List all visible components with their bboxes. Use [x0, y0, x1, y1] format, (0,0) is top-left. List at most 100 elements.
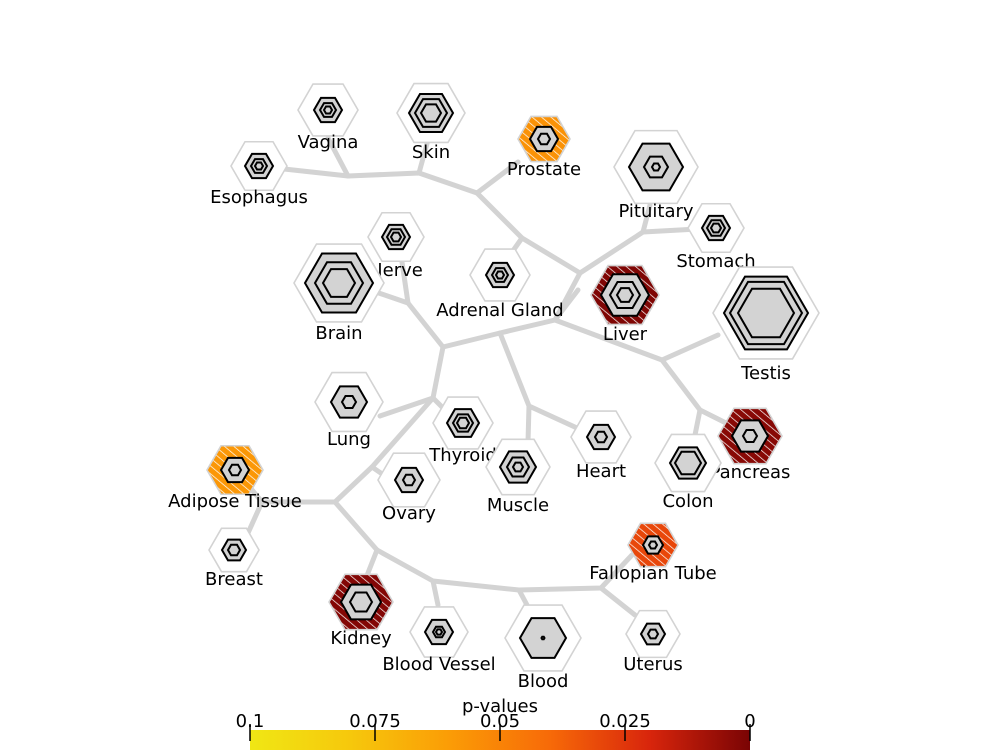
- node-liver: Liver: [590, 264, 660, 345]
- pvalue-ring: [627, 142, 685, 192]
- p-value-colorbar: p-values 0.1 0.075 0.05 0.025 0: [236, 696, 756, 750]
- pvalue-ring: [700, 214, 732, 242]
- pvalue-ring: [380, 223, 412, 251]
- tree-branch: [332, 499, 635, 593]
- pvalue-ring: [329, 385, 369, 419]
- pvalue-ring: [385, 228, 407, 246]
- tree-branch: [325, 135, 351, 179]
- pvalue-ring: [249, 158, 269, 174]
- pvalue-ring: [413, 98, 449, 128]
- tree-branch: [430, 578, 441, 608]
- tissue-nodes: Vagina Skin Esophagus Prostate Pituitary Stom…: [168, 82, 820, 692]
- node-skin: Skin: [396, 82, 466, 163]
- node-esophagus: Esophagus: [210, 140, 308, 208]
- pvalue-ring: [646, 628, 660, 640]
- node-lung: Lung: [314, 371, 384, 450]
- node-adrenal-gland: Adrenal Gland: [436, 248, 564, 321]
- tree-branch: [377, 344, 446, 419]
- tree-branch: [345, 170, 583, 350]
- node-pituitary: Pituitary: [613, 129, 699, 222]
- node-nerve: Nerve: [367, 211, 425, 281]
- tree-branch: [272, 165, 351, 179]
- node-vagina: Vagina: [297, 83, 359, 153]
- node-pancreas: Pancreas: [710, 407, 790, 483]
- tree-branch: [399, 259, 411, 306]
- tissue-label: Lung: [327, 429, 371, 450]
- pvalue-ring: [705, 219, 727, 237]
- node-blood: Blood: [504, 604, 582, 692]
- pvalue-ring: [340, 394, 358, 410]
- tree-branch: [640, 202, 653, 235]
- pvalue-ring: [303, 252, 375, 314]
- tissue-label: Thyroid: [428, 445, 497, 466]
- node-kidney: Kidney: [328, 573, 394, 649]
- tree-branch: [416, 137, 431, 176]
- node-adipose-tissue: Adipose Tissue: [168, 444, 302, 512]
- node-brain: Brain: [293, 243, 385, 344]
- pvalue-ring: [511, 461, 525, 473]
- pvalue-ring: [434, 628, 444, 636]
- tree-branch: [525, 403, 532, 445]
- pvalue-ring: [536, 132, 552, 146]
- pvalue-ring: [419, 103, 443, 123]
- pvalue-ring: [599, 273, 651, 317]
- tree-branch: [259, 395, 436, 505]
- tissue-label: Vagina: [298, 132, 359, 153]
- pvalue-ring: [639, 622, 667, 646]
- pvalue-ring: [401, 473, 417, 487]
- colorbar-tick-label: 0.05: [480, 711, 520, 732]
- node-stomach: Stomach: [676, 202, 756, 272]
- pvalue-ring: [321, 268, 357, 298]
- colorbar-tick-label: 0.025: [599, 711, 651, 732]
- pvalue-ring: [253, 161, 265, 171]
- pvalue-ring: [451, 413, 475, 433]
- tree-branch: [245, 499, 265, 536]
- tree-branch: [659, 357, 733, 428]
- tissue-label: Skin: [412, 142, 450, 163]
- tissue-label: Uterus: [623, 654, 683, 675]
- tree-branch: [474, 159, 521, 196]
- pvalue-ring: [445, 408, 481, 438]
- pvalue-ring: [227, 463, 243, 477]
- pvalue-ring: [528, 125, 560, 153]
- pvalue-ring: [490, 267, 510, 283]
- pvalue-ring: [741, 428, 759, 444]
- pvalue-ring: [730, 419, 770, 453]
- tissue-label: Adrenal Gland: [436, 300, 563, 321]
- pvalue-ring: [313, 261, 365, 305]
- pvalue-ring: [722, 275, 810, 351]
- tissue-label: Blood Vessel: [382, 654, 495, 675]
- tissue-label: Kidney: [330, 628, 392, 649]
- tissue-label: Pituitary: [618, 201, 693, 222]
- tree-branch: [516, 587, 530, 608]
- colorbar-tick-label: 0.075: [349, 711, 401, 732]
- pvalue-ring: [641, 535, 665, 555]
- pvalue-ring: [484, 261, 516, 289]
- pvalue-ring: [243, 152, 275, 180]
- pvalue-ring: [455, 416, 471, 430]
- tissue-label: Esophagus: [210, 187, 308, 208]
- pvalue-ring: [498, 450, 538, 484]
- pvalue-ring: [709, 222, 723, 234]
- tissue-label: Ovary: [382, 503, 436, 524]
- node-testis: Testis: [712, 266, 820, 384]
- pvalue-ring: [226, 543, 242, 557]
- tissue-label: Heart: [576, 461, 626, 482]
- pvalue-ring: [505, 456, 531, 478]
- tree-branch: [598, 585, 638, 618]
- pvalue-ring: [393, 466, 425, 494]
- node-blood-vessel: Blood Vessel: [382, 606, 496, 675]
- tissue-label: Testis: [740, 363, 791, 384]
- node-prostate: Prostate: [507, 115, 581, 180]
- pvalue-ring: [728, 280, 804, 346]
- pvalue-ring: [339, 583, 383, 621]
- node-ovary: Ovary: [377, 452, 441, 524]
- pvalue-ring: [736, 287, 796, 339]
- node-uterus: Uterus: [623, 609, 683, 675]
- tissue-label: Stomach: [676, 251, 755, 272]
- tissue-label: Prostate: [507, 159, 581, 180]
- pvalue-ring: [518, 617, 568, 659]
- pvalue-ring: [642, 155, 670, 179]
- node-fallopian-tube: Fallopian Tube: [589, 522, 717, 584]
